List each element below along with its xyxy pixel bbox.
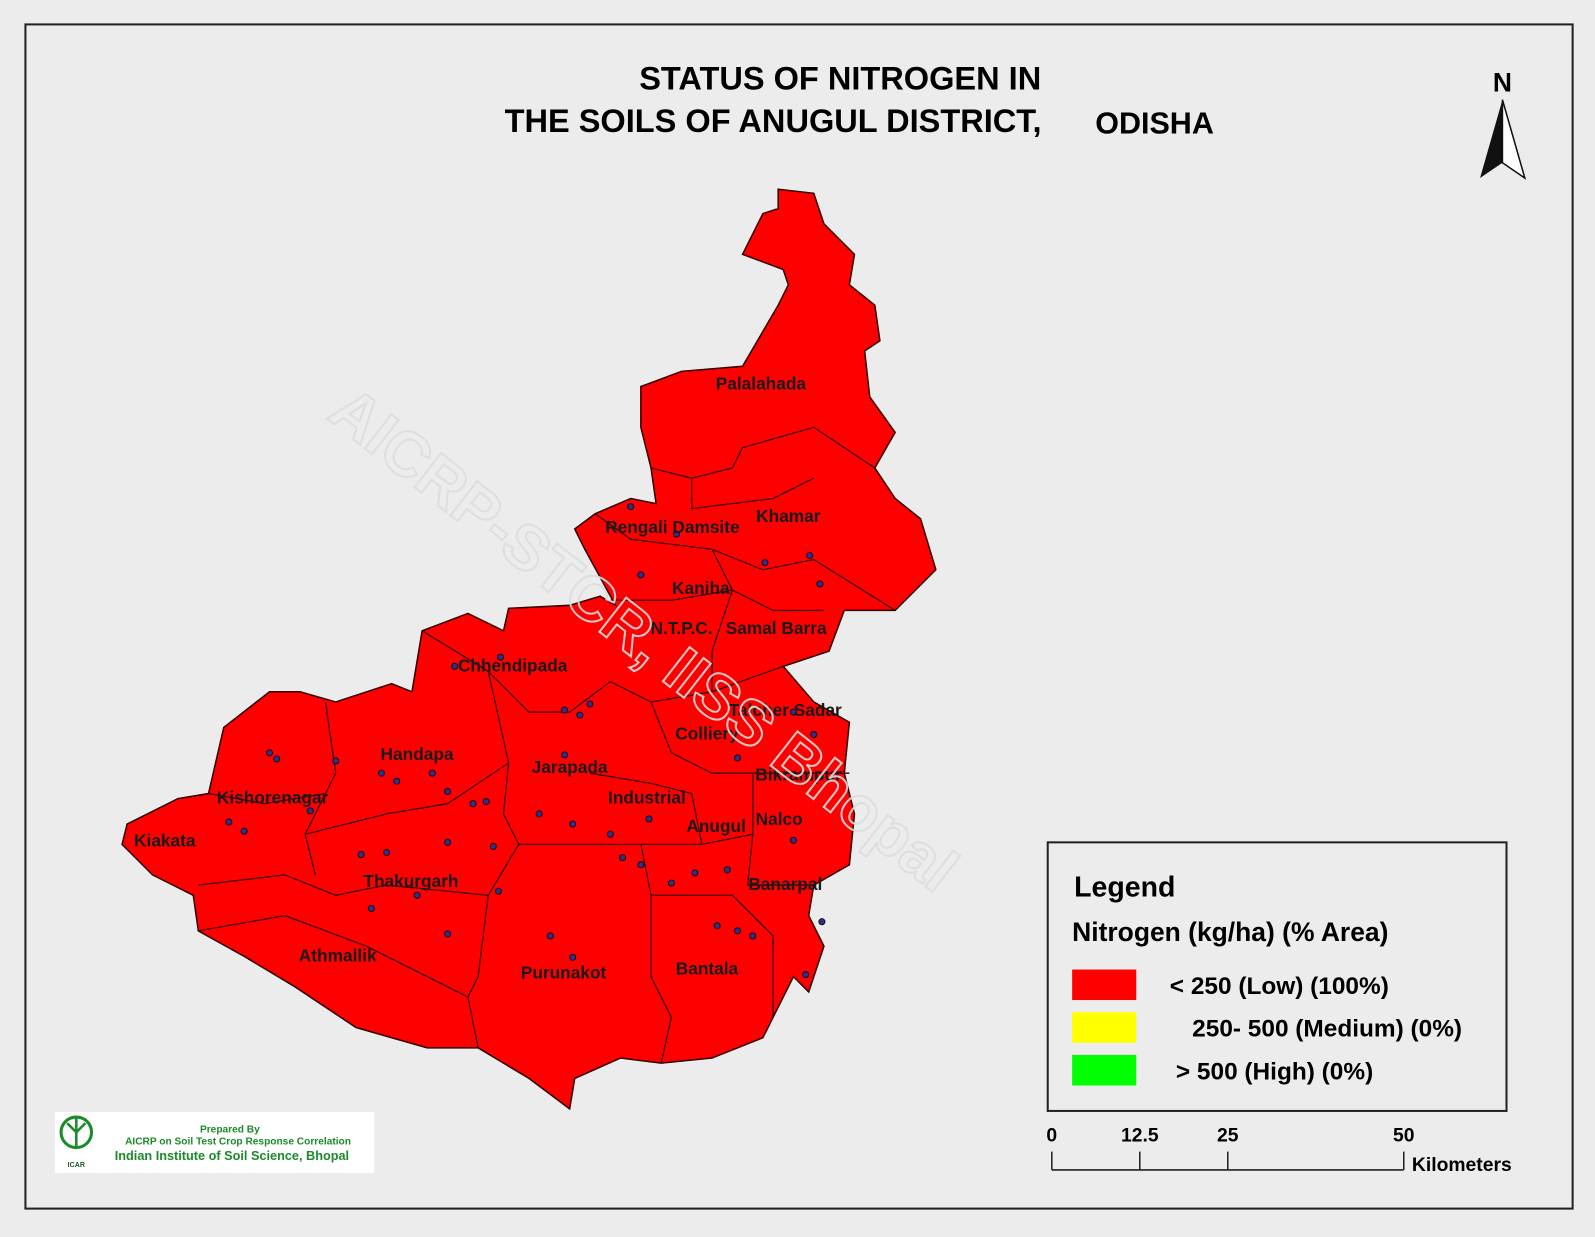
legend-label: 250- 500 (Medium) (0%) [1192,1016,1462,1043]
legend-title: Legend [1074,871,1175,903]
block-label: Anugul [686,816,746,836]
legend-subtitle: Nitrogen (kg/ha) (% Area) [1072,917,1388,947]
sample-points [225,503,826,979]
scale-label: 25 [1217,1125,1239,1146]
block-label: Palalahada [716,374,807,394]
block-label: Chhendipada [458,655,568,675]
block-label: Bikrampur [755,764,842,784]
block-label: Handapa [381,744,454,764]
legend-swatch [1072,969,1137,1001]
block-boundaries [198,426,896,1064]
title: THE SOILS OF ANUGUL DISTRICT, [505,103,1042,139]
credit-text: AICRP on Soil Test Crop Response Correla… [125,1137,351,1148]
block-label: Jarapada [532,757,608,777]
block-label: Kishorenagar [217,788,329,808]
block-labels: Palalahada Khamar Rengali Damsite Kaniha N.T… [134,374,842,983]
title: ODISHA [1095,106,1214,140]
credit-text: Indian Institute of Soil Science, Bhopal [115,1148,349,1163]
scale-label: 0 [1046,1125,1057,1146]
scale-bar: 0 12.5 25 50 Kilometers [1046,1125,1511,1176]
district-map [121,188,937,1111]
block-label: Kaniha [672,578,730,598]
block-label: Rengali Damsite [605,517,740,537]
legend-swatch [1072,1054,1137,1086]
block-label: N.T.P.C. [650,618,712,638]
block-label: Thakurgarh [363,871,458,891]
scale-label: 50 [1393,1125,1414,1146]
logo-text: ICAR [68,1161,85,1169]
block-label: Nalco [756,809,803,829]
block-label: Khamar [756,506,821,526]
credit-text: Prepared By [200,1124,260,1135]
block-label: Talcher Sadar [729,700,842,720]
legend-items: < 250 (Low) (100%) 250- 500 (Medium) (0%)… [1072,969,1462,1086]
credit-box [54,1111,375,1173]
block-label: Kiakata [134,830,196,850]
legend-label: < 250 (Low) (100%) [1170,973,1389,1000]
block-label: Industrial [608,788,686,808]
block-label: Athmallik [299,945,377,965]
scale-unit: Kilometers [1412,1155,1512,1176]
block-label: Banarpal [748,874,822,894]
legend-label: > 500 (High) (0%) [1176,1058,1373,1085]
legend-swatch [1072,1012,1137,1043]
credit: ICAR Prepared By AICRP on Soil Test Crop… [54,1111,375,1173]
block-label: Colliery [675,724,739,744]
title: STATUS OF NITROGEN IN [639,61,1041,97]
block-label: Samal Barra [726,618,827,638]
north-arrow [1501,99,1527,180]
scale-label: 12.5 [1121,1125,1159,1146]
logo [66,1117,87,1148]
block-label: Bantala [676,959,739,979]
block-label: Purunakot [521,963,607,983]
north-label: N [1493,68,1512,98]
